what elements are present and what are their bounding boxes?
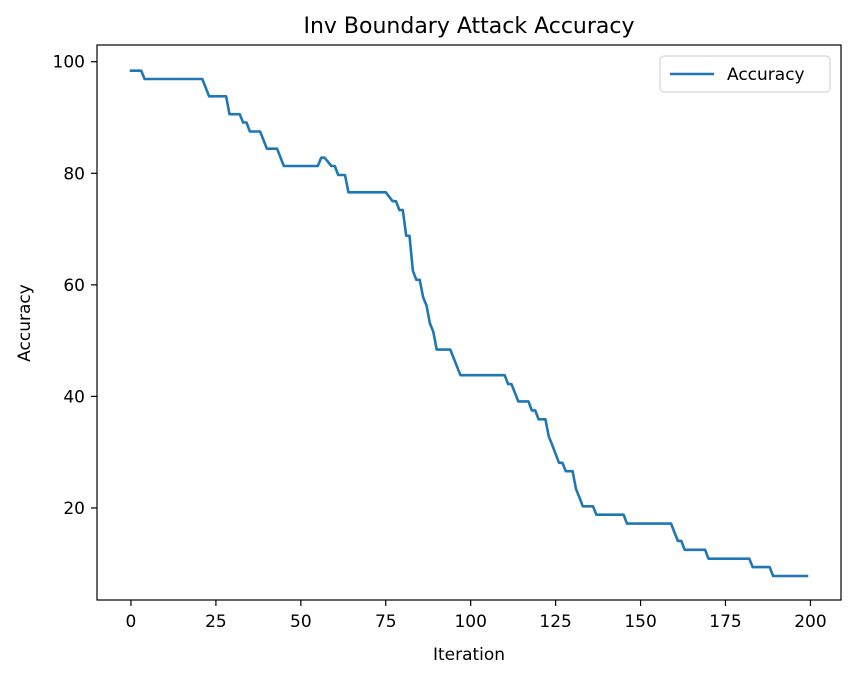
y-tick-label: 40 [63,387,85,407]
x-tick-label: 25 [205,612,227,632]
x-axis-label: Iteration [433,645,505,665]
x-tick-label: 200 [794,612,826,632]
y-tick-label: 20 [63,499,85,519]
legend-frame [659,55,831,93]
x-tick-label: 175 [709,612,741,632]
x-tick-label: 50 [290,612,312,632]
x-tick-label: 0 [126,612,137,632]
x-tick-label: 125 [539,612,571,632]
axes-frame [96,44,842,601]
series-line-accuracy [129,69,809,578]
x-axis: 0 25 50 75 100 125 150 175 200 [126,600,827,632]
legend: Accuracy [659,55,831,93]
y-axis: 20 40 60 80 100 [53,53,97,519]
legend-label-accuracy: Accuracy [727,65,805,85]
y-tick-label: 80 [63,164,85,184]
plot-area [96,44,842,601]
y-tick-label: 60 [63,276,85,296]
x-tick-label: 75 [375,612,397,632]
x-tick-label: 100 [454,612,486,632]
y-tick-label: 100 [53,53,85,73]
y-axis-label: Accuracy [15,284,35,362]
x-tick-label: 150 [624,612,656,632]
chart-title: Inv Boundary Attack Accuracy [303,14,634,39]
